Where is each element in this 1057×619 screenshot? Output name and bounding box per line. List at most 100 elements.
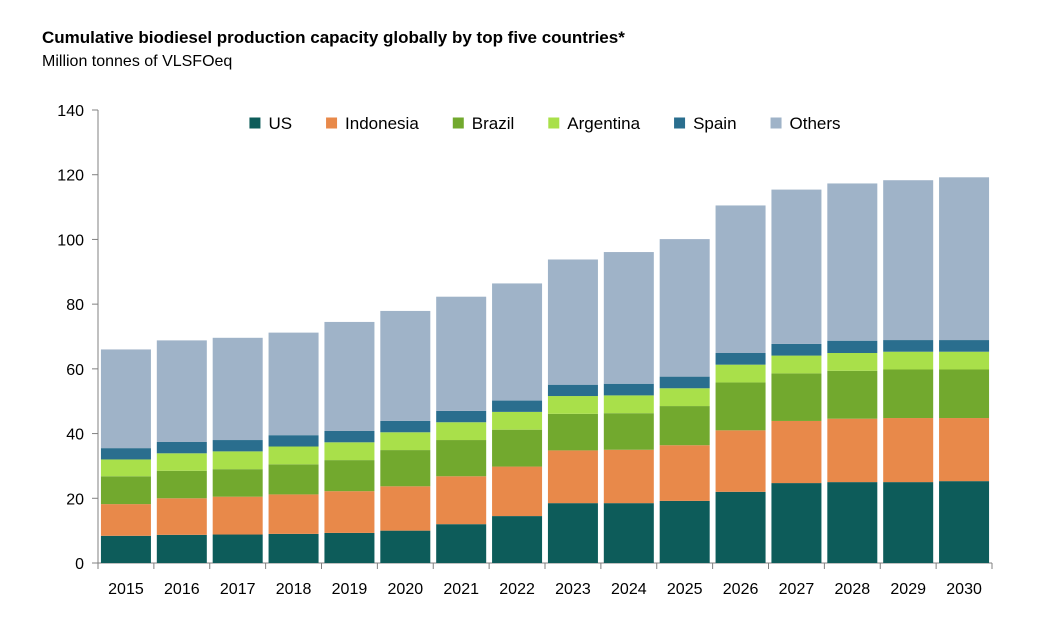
bar-segment-others-2028	[827, 183, 878, 341]
bar-segment-us-2019	[324, 532, 375, 563]
x-tick-label: 2030	[946, 581, 982, 598]
bar-segment-spain-2024	[603, 383, 654, 396]
bar-segment-spain-2028	[827, 340, 878, 354]
bar-segment-indonesia-2030	[939, 418, 990, 482]
bar-segment-argentina-2019	[324, 442, 375, 461]
bar-segment-argentina-2022	[492, 411, 543, 430]
legend-label-spain: Spain	[693, 114, 736, 133]
bar-segment-us-2030	[939, 481, 990, 563]
bar-segment-us-2015	[100, 535, 151, 563]
x-tick-label: 2024	[611, 581, 647, 598]
bar-segment-spain-2030	[939, 340, 990, 352]
bar-segment-others-2020	[380, 310, 431, 421]
bar-segment-argentina-2024	[603, 395, 654, 414]
bar-segment-others-2030	[939, 177, 990, 341]
bar-segment-argentina-2015	[100, 459, 151, 477]
bar-segment-us-2018	[268, 533, 319, 563]
legend-swatch-brazil	[452, 117, 464, 129]
bar-segment-brazil-2029	[883, 369, 934, 419]
bar-segment-argentina-2023	[547, 396, 598, 414]
legend-swatch-spain	[674, 117, 686, 129]
bar-segment-brazil-2016	[156, 470, 207, 499]
bar-segment-others-2017	[212, 337, 263, 441]
bar-segment-brazil-2015	[100, 476, 151, 505]
chart-title: Cumulative biodiesel production capacity…	[42, 28, 625, 47]
x-tick-label: 2027	[779, 581, 815, 598]
bar-segment-brazil-2028	[827, 370, 878, 419]
bar-segment-indonesia-2023	[547, 450, 598, 504]
bar-segment-brazil-2026	[715, 382, 766, 431]
bar-segment-spain-2029	[883, 340, 934, 352]
legend-label-indonesia: Indonesia	[345, 114, 419, 133]
bar-segment-others-2026	[715, 205, 766, 354]
bar-segment-others-2018	[268, 332, 319, 436]
x-tick-label: 2029	[890, 581, 926, 598]
bar-segment-brazil-2019	[324, 460, 375, 492]
bar-segment-brazil-2030	[939, 369, 990, 419]
legend-label-us: US	[268, 114, 292, 133]
bar-segment-brazil-2021	[436, 440, 487, 477]
bar-segment-brazil-2018	[268, 464, 319, 495]
bar-segment-indonesia-2015	[100, 504, 151, 536]
bar-segment-indonesia-2024	[603, 449, 654, 504]
bar-segment-brazil-2022	[492, 429, 543, 467]
bar-segment-argentina-2020	[380, 432, 431, 451]
bar-segment-others-2027	[771, 189, 822, 344]
x-tick-label: 2019	[332, 581, 368, 598]
legend-label-brazil: Brazil	[472, 114, 515, 133]
y-tick-label: 80	[66, 297, 84, 314]
bar-segment-us-2021	[436, 524, 487, 563]
bar-segment-us-2016	[156, 534, 207, 563]
bar-segment-others-2029	[883, 180, 934, 341]
bar-segment-indonesia-2025	[659, 445, 710, 501]
bar-segment-argentina-2021	[436, 422, 487, 441]
legend-label-others: Others	[790, 114, 841, 133]
bar-segment-spain-2015	[100, 448, 151, 460]
bar-segment-us-2020	[380, 530, 431, 563]
x-tick-label: 2025	[667, 581, 703, 598]
bar-segment-indonesia-2019	[324, 491, 375, 533]
bar-segment-spain-2017	[212, 440, 263, 452]
bar-segment-indonesia-2017	[212, 496, 263, 535]
bar-segment-spain-2016	[156, 441, 207, 454]
bar-segment-spain-2020	[380, 420, 431, 433]
bar-segment-indonesia-2020	[380, 486, 431, 531]
bar-segment-us-2023	[547, 503, 598, 563]
x-tick-label: 2022	[499, 581, 535, 598]
bar-segment-argentina-2028	[827, 353, 878, 371]
bar-segment-spain-2022	[492, 400, 543, 412]
bar-segment-others-2022	[492, 283, 543, 401]
y-tick-label: 140	[57, 103, 84, 120]
bar-segment-us-2026	[715, 491, 766, 563]
x-tick-label: 2026	[723, 581, 759, 598]
x-tick-label: 2020	[388, 581, 424, 598]
bar-segment-brazil-2017	[212, 469, 263, 497]
y-tick-label: 40	[66, 427, 84, 444]
bar-segment-indonesia-2028	[827, 418, 878, 483]
bar-segment-indonesia-2021	[436, 476, 487, 525]
x-tick-label: 2028	[835, 581, 871, 598]
bar-segment-us-2022	[492, 516, 543, 563]
bar-segment-argentina-2026	[715, 364, 766, 383]
y-tick-label: 120	[57, 168, 84, 185]
bar-segment-indonesia-2026	[715, 430, 766, 492]
bar-segment-others-2024	[603, 252, 654, 384]
x-tick-label: 2018	[276, 581, 312, 598]
x-tick-label: 2016	[164, 581, 200, 598]
legend-swatch-others	[770, 117, 782, 129]
x-tick-label: 2021	[443, 581, 479, 598]
y-tick-label: 100	[57, 232, 84, 249]
bar-segment-us-2027	[771, 483, 822, 563]
bar-segment-argentina-2016	[156, 453, 207, 471]
legend-label-argentina: Argentina	[567, 114, 640, 133]
legend-swatch-us	[249, 117, 261, 129]
bar-segment-argentina-2029	[883, 351, 934, 370]
bar-segment-brazil-2020	[380, 450, 431, 487]
legend-swatch-argentina	[548, 117, 560, 129]
bar-segment-brazil-2024	[603, 413, 654, 450]
bar-segment-us-2028	[827, 482, 878, 563]
bar-segment-brazil-2025	[659, 406, 710, 446]
bar-segment-spain-2023	[547, 384, 598, 397]
bar-segment-argentina-2030	[939, 351, 990, 370]
